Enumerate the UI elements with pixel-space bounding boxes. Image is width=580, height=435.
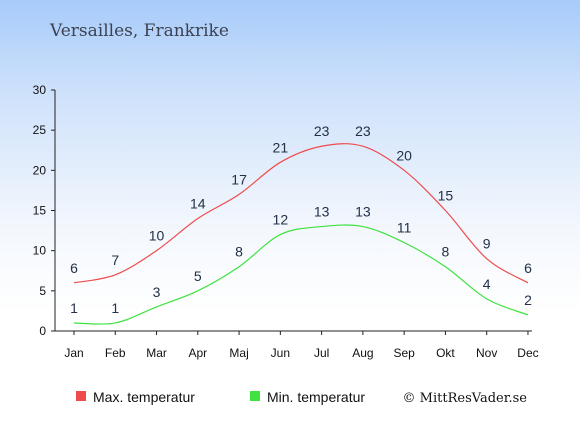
data-label-max: 23 [355, 123, 371, 139]
series-lines [73, 143, 529, 325]
data-label-min: 3 [153, 284, 161, 300]
series-line-min [73, 224, 529, 325]
x-tick-label: Dec [517, 346, 538, 360]
x-tick-label: Okt [436, 346, 455, 360]
x-tick-label: Aug [352, 346, 373, 360]
data-label-max: 7 [111, 252, 119, 268]
data-label-max: 20 [396, 147, 412, 163]
x-tick-label: Feb [105, 346, 126, 360]
y-tick-label: 30 [33, 83, 47, 97]
chart-title: Versailles, Frankrike [49, 21, 229, 41]
y-tick-label: 0 [39, 324, 46, 338]
data-label-min: 12 [273, 212, 289, 228]
y-tick-label: 25 [33, 123, 47, 137]
data-label-min: 13 [355, 204, 371, 220]
x-tick-label: Nov [476, 346, 497, 360]
legend-swatch-max [76, 391, 86, 401]
data-label-max: 10 [149, 228, 165, 244]
data-label-min: 5 [194, 268, 202, 284]
data-label-min: 13 [314, 204, 330, 220]
data-label-min: 1 [70, 300, 78, 316]
legend-label-max: Max. temperatur [93, 389, 195, 405]
x-tick-label: Mar [146, 346, 167, 360]
legend-label-min: Min. temperatur [267, 389, 365, 405]
data-label-min: 8 [235, 244, 243, 260]
data-label-max: 23 [314, 123, 330, 139]
data-label-max: 17 [231, 171, 247, 187]
y-tick-label: 15 [33, 204, 47, 218]
data-label-min: 1 [111, 300, 119, 316]
y-tick-label: 5 [39, 284, 46, 298]
x-tick-label: Jun [271, 346, 290, 360]
series-line-max [73, 143, 529, 284]
x-tick-label: Jul [314, 346, 329, 360]
credit-text: © MittResVader.se [403, 391, 528, 406]
x-tick-label: Sep [393, 346, 415, 360]
data-label-max: 6 [70, 260, 78, 276]
legend-swatch-min [250, 391, 260, 401]
x-tick-label: Maj [229, 346, 248, 360]
x-tick-label: Jan [64, 346, 83, 360]
data-label-min: 4 [483, 276, 491, 292]
data-label-max: 9 [483, 236, 491, 252]
data-label-min: 2 [524, 292, 532, 308]
y-tick-label: 10 [33, 244, 47, 258]
data-label-max: 6 [524, 260, 532, 276]
data-label-max: 15 [438, 188, 454, 204]
data-label-max: 21 [273, 139, 289, 155]
legend: Max. temperatur Min. temperatur [76, 389, 365, 405]
data-label-min: 8 [442, 244, 450, 260]
data-label-min: 11 [397, 220, 412, 236]
y-tick-label: 20 [33, 163, 47, 177]
x-tick-label: Apr [188, 346, 207, 360]
data-label-max: 14 [190, 196, 206, 212]
